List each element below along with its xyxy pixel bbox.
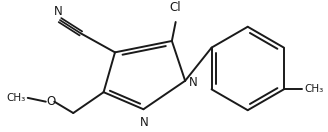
Text: N: N (189, 76, 198, 89)
Text: N: N (140, 116, 149, 129)
Text: N: N (54, 5, 62, 18)
Text: Cl: Cl (170, 1, 181, 14)
Text: CH₃: CH₃ (7, 93, 26, 103)
Text: CH₃: CH₃ (305, 84, 324, 94)
Text: O: O (46, 95, 55, 108)
